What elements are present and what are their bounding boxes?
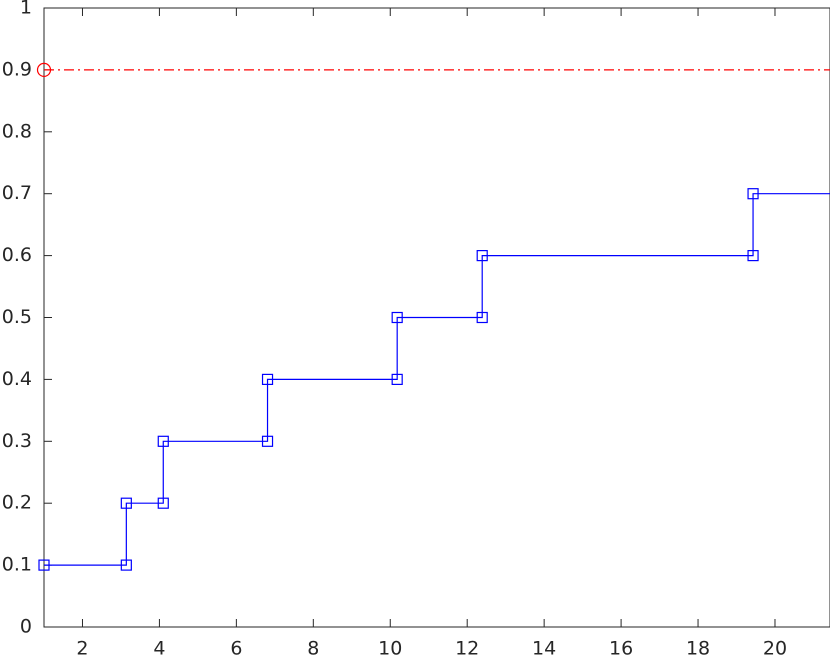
x-tick-label: 18 xyxy=(686,638,710,660)
marker xyxy=(261,435,274,447)
y-tick-label: 0.5 xyxy=(2,306,32,328)
marker xyxy=(120,559,132,571)
marker xyxy=(157,497,169,509)
y-tick-label: 0.1 xyxy=(2,554,32,576)
x-tick-label: 20 xyxy=(763,638,787,660)
y-tick-label: 0.6 xyxy=(2,244,32,266)
marker xyxy=(120,497,132,509)
stairs-line xyxy=(44,193,830,566)
marker xyxy=(38,559,50,571)
marker xyxy=(476,311,488,324)
y-tick-label: 0.8 xyxy=(2,120,32,142)
x-tick-label: 4 xyxy=(153,638,165,660)
marker xyxy=(476,250,488,262)
x-tick-label: 14 xyxy=(532,638,556,660)
x-tick-label: 8 xyxy=(307,638,319,660)
marker xyxy=(747,250,759,262)
x-tick-label: 12 xyxy=(455,638,479,660)
marker xyxy=(157,435,169,447)
marker xyxy=(391,311,403,324)
y-tick-label: 0.9 xyxy=(2,58,32,80)
y-tick-label: 1 xyxy=(20,0,32,19)
x-tick-label: 10 xyxy=(378,638,402,660)
y-tick-label: 0.3 xyxy=(2,430,32,452)
y-tick-label: 0.7 xyxy=(2,182,32,204)
y-tick-label: 0.4 xyxy=(2,368,32,390)
x-tick-label: 2 xyxy=(76,638,88,660)
marker xyxy=(261,373,274,385)
y-tick-label: 0 xyxy=(20,616,32,638)
marker xyxy=(391,373,403,385)
marker xyxy=(747,188,759,200)
x-tick-label: 16 xyxy=(609,638,633,660)
y-tick-label: 0.2 xyxy=(2,492,32,514)
x-tick-label: 6 xyxy=(230,638,242,660)
reference-marker xyxy=(36,62,52,78)
